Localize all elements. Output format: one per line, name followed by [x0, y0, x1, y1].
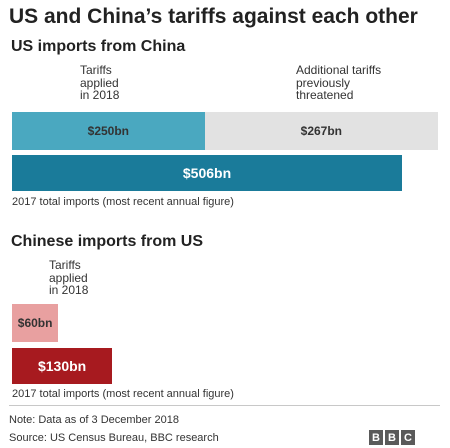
chart-title: US and China’s tariffs against each othe…: [9, 5, 418, 28]
source-text: Source: US Census Bureau, BBC research: [9, 432, 219, 444]
bbc-logo-letter: C: [401, 430, 415, 445]
us-total-caption: 2017 total imports (most recent annual f…: [12, 196, 234, 208]
china-applied-bar: $60bn: [12, 304, 59, 342]
footer-divider: [9, 405, 440, 406]
bbc-logo: B B C: [369, 430, 415, 445]
china-applied-bar-label: $60bn: [17, 316, 53, 330]
us-applied-annotation: Tariffs applied in 2018: [80, 63, 120, 102]
us-total-bar: $506bn: [12, 155, 402, 191]
us-applied-bar-label: $250bn: [87, 124, 130, 138]
us-threatened-annotation: Additional tariffs previously threatened: [296, 63, 382, 102]
china-section-title: Chinese imports from US: [11, 233, 204, 250]
us-section-title: US imports from China: [11, 38, 186, 55]
note-text: Note: Data as of 3 December 2018: [9, 414, 179, 426]
us-total-bar-label: $506bn: [182, 165, 232, 181]
us-applied-bar: $250bn: [12, 112, 205, 150]
china-applied-annotation: Tariffs applied in 2018: [49, 258, 89, 297]
china-total-bar-label: $130bn: [37, 358, 87, 374]
us-threatened-bar: $267bn: [204, 112, 438, 150]
china-total-caption: 2017 total imports (most recent annual f…: [12, 388, 234, 400]
us-threatened-bar-label: $267bn: [300, 124, 343, 138]
bbc-logo-letter: B: [369, 430, 383, 445]
bbc-logo-letter: B: [385, 430, 399, 445]
china-total-bar: $130bn: [12, 348, 113, 384]
